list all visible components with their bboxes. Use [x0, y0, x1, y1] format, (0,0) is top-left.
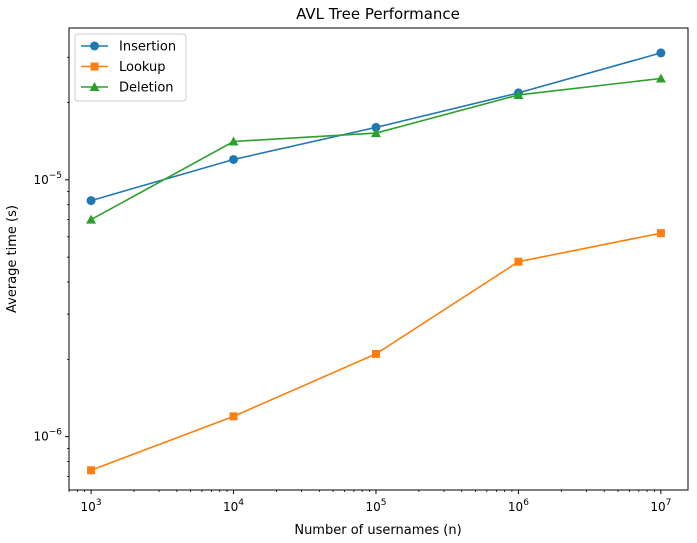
major-ticks: 103 104 105 106 107 10−6 10−5 [33, 171, 671, 514]
legend-item-insertion: Insertion [81, 40, 176, 55]
x-tick-label: 107 [650, 498, 671, 514]
x-tick-label: 106 [508, 498, 529, 514]
legend-item-deletion: Deletion [81, 81, 174, 96]
legend-label-insertion: Insertion [119, 40, 176, 55]
legend-box [74, 33, 187, 102]
data-point-lookup [514, 257, 523, 266]
data-point-deletion [655, 73, 666, 83]
legend: Insertion Lookup Deletion [74, 33, 187, 102]
data-point-lookup [87, 466, 96, 475]
data-point-lookup [656, 229, 665, 238]
data-point-insertion [371, 122, 381, 132]
legend-marker-lookup [90, 62, 99, 71]
x-tick-label: 103 [81, 498, 102, 514]
y-tick-label: 10−6 [33, 428, 62, 444]
y-axis-title: Average time (s) [5, 205, 20, 313]
x-axis-title: Number of usernames (n) [294, 523, 461, 538]
legend-label-deletion: Deletion [119, 81, 174, 96]
series-deletion [86, 73, 666, 224]
minor-ticks [67, 56, 655, 492]
series-lookup [87, 229, 665, 475]
data-point-deletion [513, 89, 524, 99]
x-tick-label: 104 [223, 498, 244, 514]
x-tick-label: 105 [365, 498, 386, 514]
legend-marker-deletion [89, 82, 100, 91]
data-point-insertion [229, 154, 239, 164]
legend-marker-insertion [90, 41, 99, 51]
data-point-insertion [656, 48, 666, 58]
legend-item-lookup: Lookup [81, 60, 166, 75]
data-point-deletion [86, 214, 97, 224]
y-tick-label: 10−5 [33, 171, 62, 187]
series-layer [86, 48, 666, 475]
legend-label-lookup: Lookup [119, 60, 166, 75]
data-point-lookup [371, 349, 380, 358]
data-point-insertion [86, 196, 96, 206]
plot-frame [68, 27, 689, 491]
chart-title: AVL Tree Performance [296, 5, 460, 23]
data-point-lookup [229, 412, 238, 421]
data-point-deletion [228, 136, 239, 146]
data-point-deletion [370, 128, 381, 138]
